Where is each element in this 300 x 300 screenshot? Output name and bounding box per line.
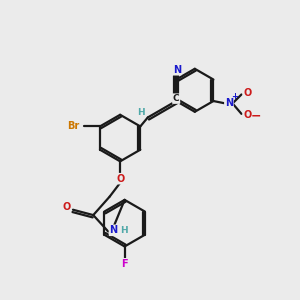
- Text: O: O: [243, 88, 252, 98]
- Text: C: C: [173, 94, 179, 103]
- Text: O: O: [62, 202, 70, 212]
- Text: N: N: [110, 225, 118, 235]
- Text: +: +: [231, 92, 239, 101]
- Text: F: F: [121, 259, 128, 269]
- Text: N: N: [173, 65, 181, 75]
- Text: O: O: [243, 110, 252, 120]
- Text: Br: Br: [67, 122, 79, 131]
- Text: H: H: [120, 226, 127, 235]
- Text: N: N: [225, 98, 233, 108]
- Text: H: H: [137, 108, 145, 117]
- Text: −: −: [250, 110, 261, 123]
- Text: O: O: [116, 174, 124, 184]
